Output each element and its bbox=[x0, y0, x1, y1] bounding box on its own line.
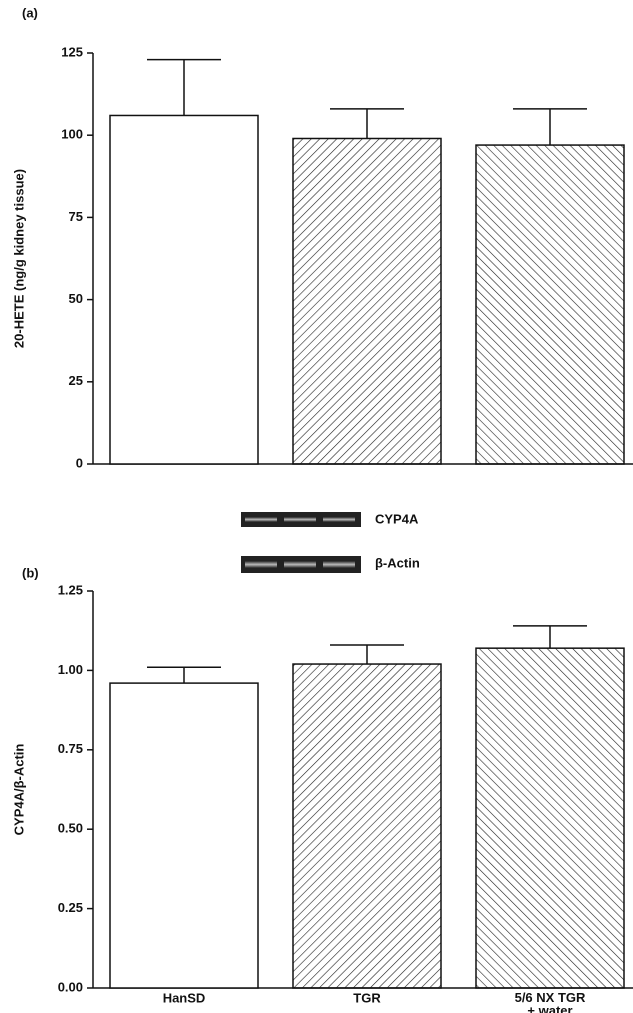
blot-band bbox=[284, 561, 316, 568]
y-tick-label: 50 bbox=[69, 291, 83, 306]
y-tick-label: 1.25 bbox=[58, 582, 83, 597]
y-tick-label: 0.25 bbox=[58, 900, 83, 915]
bar bbox=[292, 663, 442, 989]
blot-band bbox=[245, 517, 277, 522]
blot-band bbox=[245, 561, 277, 568]
y-tick-label: 0 bbox=[76, 455, 83, 470]
bar bbox=[475, 144, 625, 465]
blot-label: β-Actin bbox=[375, 555, 420, 570]
panel-label: (a) bbox=[22, 5, 38, 20]
bar bbox=[109, 114, 259, 465]
y-tick-label: 125 bbox=[61, 44, 83, 59]
blot-band bbox=[323, 561, 355, 568]
y-tick-label: 25 bbox=[69, 373, 83, 388]
y-tick-label: 0.00 bbox=[58, 979, 83, 994]
x-tick-label: 5/6 NX TGR + water bbox=[515, 990, 586, 1013]
y-axis-label: CYP4A/β-Actin bbox=[11, 744, 26, 836]
y-tick-label: 100 bbox=[61, 127, 83, 142]
y-axis-label: 20-HETE (ng/g kidney tissue) bbox=[11, 169, 26, 348]
blot-band bbox=[284, 517, 316, 522]
y-tick-label: 75 bbox=[69, 209, 83, 224]
y-tick-label: 0.75 bbox=[58, 741, 83, 756]
panel-label: (b) bbox=[22, 565, 39, 580]
bar bbox=[292, 137, 442, 465]
bar bbox=[475, 647, 625, 989]
x-tick-label: HanSD bbox=[163, 990, 206, 1005]
y-tick-label: 0.50 bbox=[58, 821, 83, 836]
y-tick-label: 1.00 bbox=[58, 662, 83, 677]
blot-band bbox=[323, 517, 355, 522]
x-tick-label: TGR bbox=[353, 990, 381, 1005]
bar bbox=[109, 682, 259, 989]
western-blot: CYP4A β-Actin bbox=[241, 511, 420, 573]
blot-label: CYP4A bbox=[375, 511, 419, 526]
